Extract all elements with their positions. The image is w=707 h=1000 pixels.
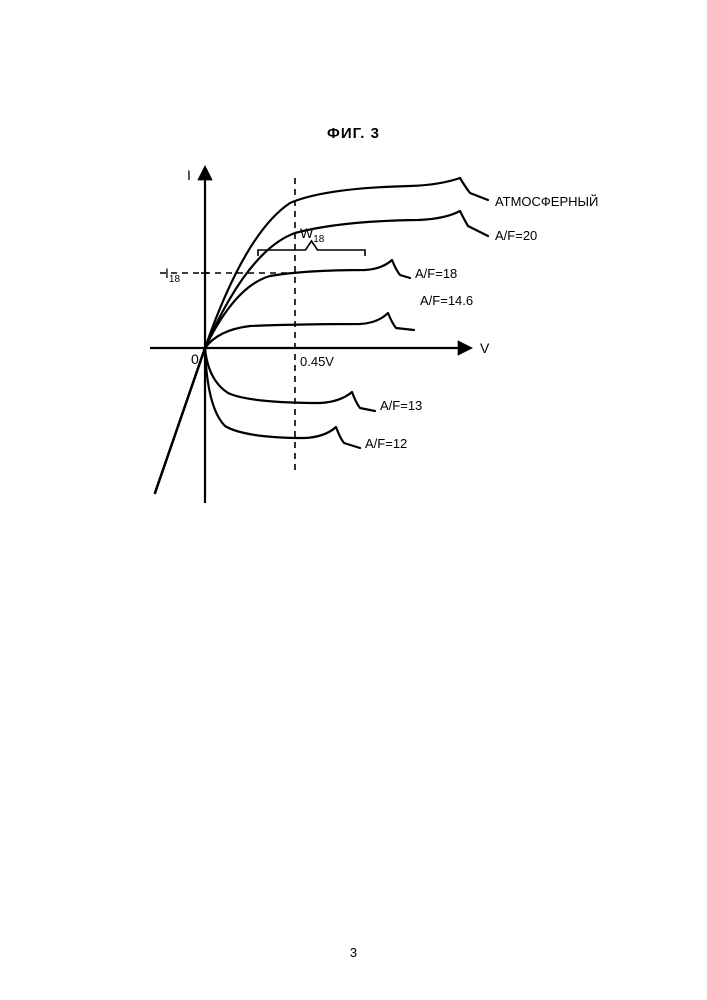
page: ФИГ. 3 АТМОСФЕРНЫЙ ГАЗ A/F=20 A/F=18 A/F=14… bbox=[0, 0, 707, 1000]
curve-af18 bbox=[155, 260, 410, 493]
curve-label-af13: A/F=13 bbox=[380, 398, 422, 413]
x-axis-label: V bbox=[480, 340, 490, 356]
curve-label-af20: A/F=20 bbox=[495, 228, 537, 243]
curve-af12 bbox=[155, 348, 360, 493]
origin-label: 0 bbox=[191, 351, 199, 367]
ref-voltage-label: 0.45V bbox=[300, 354, 334, 369]
curve-label-af146: A/F=14.6 bbox=[420, 293, 473, 308]
y-axis-label: I bbox=[187, 167, 191, 183]
i18-label: I18 bbox=[165, 265, 180, 285]
figure-title: ФИГ. 3 bbox=[0, 125, 707, 142]
iv-chart: АТМОСФЕРНЫЙ ГАЗ A/F=20 A/F=18 A/F=14.6 A/F=1… bbox=[100, 158, 600, 518]
curve-label-af12: A/F=12 bbox=[365, 436, 407, 451]
page-number: 3 bbox=[0, 945, 707, 960]
w18-bracket bbox=[258, 241, 365, 256]
iv-chart-svg: АТМОСФЕРНЫЙ ГАЗ A/F=20 A/F=18 A/F=14.6 A/F=1… bbox=[100, 158, 600, 518]
curve-label-atm: АТМОСФЕРНЫЙ ГАЗ bbox=[495, 194, 600, 209]
curve-af13 bbox=[155, 348, 375, 493]
curve-label-af18: A/F=18 bbox=[415, 266, 457, 281]
